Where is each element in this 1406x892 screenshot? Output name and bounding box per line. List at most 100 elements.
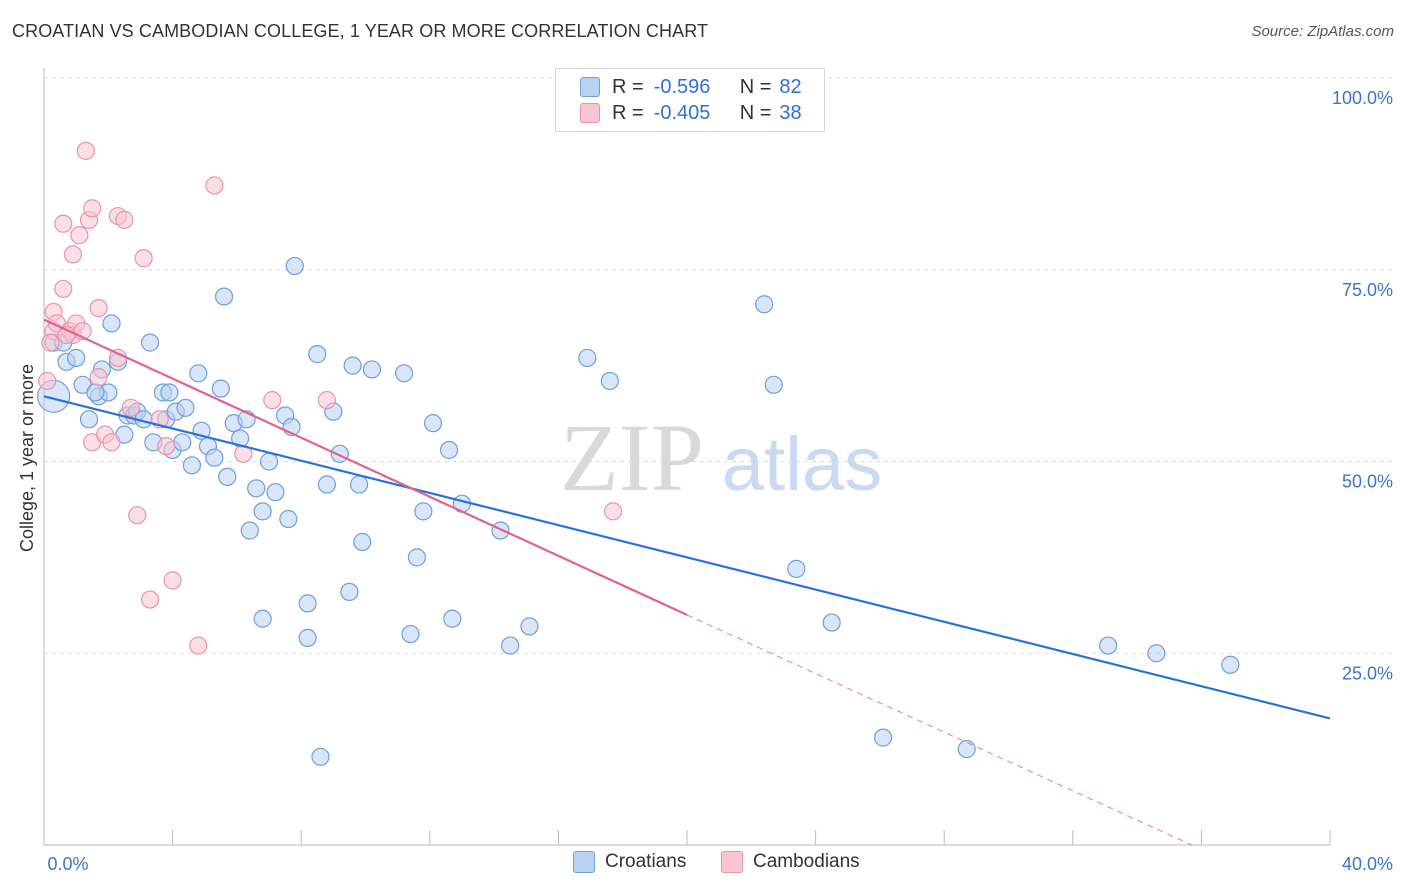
croatian-point — [1099, 636, 1118, 655]
x-tick-label-min: 0.0% — [47, 854, 88, 874]
cambodian-point — [70, 226, 89, 245]
chart-title: CROATIAN VS CAMBODIAN COLLEGE, 1 YEAR OR… — [12, 21, 709, 41]
legend-n-value: 38 — [779, 101, 802, 124]
data-points — [37, 141, 1240, 766]
cambodian-point — [128, 506, 147, 525]
legend-n-label: N = — [739, 101, 772, 124]
croatian-point — [285, 256, 304, 276]
croatian-point — [520, 617, 539, 636]
legend-swatch-croatians — [573, 851, 595, 873]
croatian-point — [253, 609, 272, 628]
cambodian-point — [121, 398, 140, 417]
cambodian-point — [115, 210, 134, 229]
cambodian-point — [140, 590, 160, 609]
croatian-point — [279, 509, 298, 529]
croatian-point — [443, 609, 462, 628]
croatian-point — [79, 410, 99, 429]
croatian-point — [874, 728, 893, 747]
grid — [44, 77, 1393, 654]
cambodian-point — [54, 214, 73, 233]
croatian-point — [423, 414, 443, 433]
axes — [43, 68, 1331, 846]
source-label: Source: ZipAtlas.com — [1251, 23, 1394, 40]
trend-lines — [43, 318, 1331, 846]
croatian-point — [298, 628, 317, 648]
croatian-point — [764, 375, 783, 394]
croatian-point — [266, 483, 285, 502]
cambodian-point — [603, 502, 623, 521]
cambodian-point — [76, 141, 95, 160]
croatian-point — [311, 747, 330, 766]
croatian-point — [822, 613, 841, 632]
legend-r-value: -0.596 — [653, 75, 711, 98]
croatian-point — [362, 360, 382, 379]
watermark: ZIP atlas — [560, 404, 882, 511]
legend-r-value: -0.405 — [653, 101, 711, 124]
cambodian-point — [263, 391, 282, 410]
croatian-point — [491, 521, 510, 540]
x-tick-label-max: 40.0% — [1342, 854, 1393, 874]
croatian-point — [407, 548, 427, 567]
y-axis-label: College, 1 year or more — [17, 364, 37, 552]
croatian-point — [957, 740, 976, 759]
cambodian-point — [54, 279, 73, 299]
croatian-point — [176, 398, 195, 417]
croatian-point — [67, 348, 86, 368]
legend-row-cambodians: R = -0.405 N = 38 — [580, 100, 802, 126]
croatian-point — [173, 433, 192, 452]
watermark-atlas: atlas — [722, 422, 883, 507]
series-legend: Croatians Cambodians — [0, 851, 1406, 877]
cambodian-point — [102, 433, 121, 452]
croatian-point — [1221, 655, 1240, 674]
cambodian-point — [157, 437, 176, 456]
croatian-point — [501, 636, 520, 655]
legend-n-label: N = — [739, 75, 772, 98]
watermark-zip: ZIP — [560, 404, 704, 511]
croatian-point — [349, 475, 369, 494]
legend-label-cambodians: Cambodians — [753, 851, 860, 872]
cambodian-point — [41, 333, 60, 352]
croatian-point — [394, 364, 414, 383]
croatian-point — [343, 356, 362, 375]
croatian-point — [308, 345, 327, 364]
legend-swatch-cambodians — [580, 103, 600, 123]
croatian-point — [160, 383, 179, 402]
legend-r-label: R = — [612, 75, 644, 98]
legend-swatch-croatians — [580, 77, 600, 97]
croatian-point — [218, 467, 237, 486]
correlation-legend: R = -0.596 N = 82 R = -0.405 N = 38 — [555, 68, 825, 132]
croatian-point — [755, 295, 774, 314]
croatian-point — [298, 594, 317, 613]
croatian-point — [102, 314, 121, 333]
cambodian-point — [89, 368, 108, 387]
croatian-point — [401, 624, 420, 644]
cambodian-point — [163, 571, 182, 590]
croatian-point — [353, 532, 372, 552]
legend-row-croatians: R = -0.596 N = 82 — [580, 74, 802, 100]
croatian-point — [189, 364, 208, 383]
y-tick-label: 50.0% — [1342, 472, 1393, 492]
croatian-point — [211, 379, 230, 398]
legend-swatch-cambodians — [721, 851, 743, 873]
cambodian-point — [83, 199, 102, 218]
cambodians-trend-extension — [686, 614, 1193, 846]
croatian-point — [578, 348, 597, 368]
cambodian-point — [134, 249, 153, 268]
croatian-point — [247, 479, 266, 498]
croatian-point — [787, 559, 806, 578]
croatian-point — [317, 475, 337, 494]
cambodians-trend-line — [43, 318, 688, 616]
croatian-point — [600, 371, 619, 391]
y-tick-label: 25.0% — [1342, 663, 1393, 683]
cambodian-point — [38, 371, 57, 391]
cambodian-point — [317, 391, 337, 410]
croatian-point — [259, 452, 279, 471]
cambodian-point — [89, 299, 108, 318]
croatian-point — [253, 502, 272, 521]
croatian-point — [439, 440, 459, 460]
croatians-trend-line — [43, 395, 1331, 720]
croatian-point — [140, 333, 160, 352]
legend-item-croatians[interactable]: Croatians — [573, 851, 686, 873]
legend-item-cambodians[interactable]: Cambodians — [721, 851, 860, 873]
